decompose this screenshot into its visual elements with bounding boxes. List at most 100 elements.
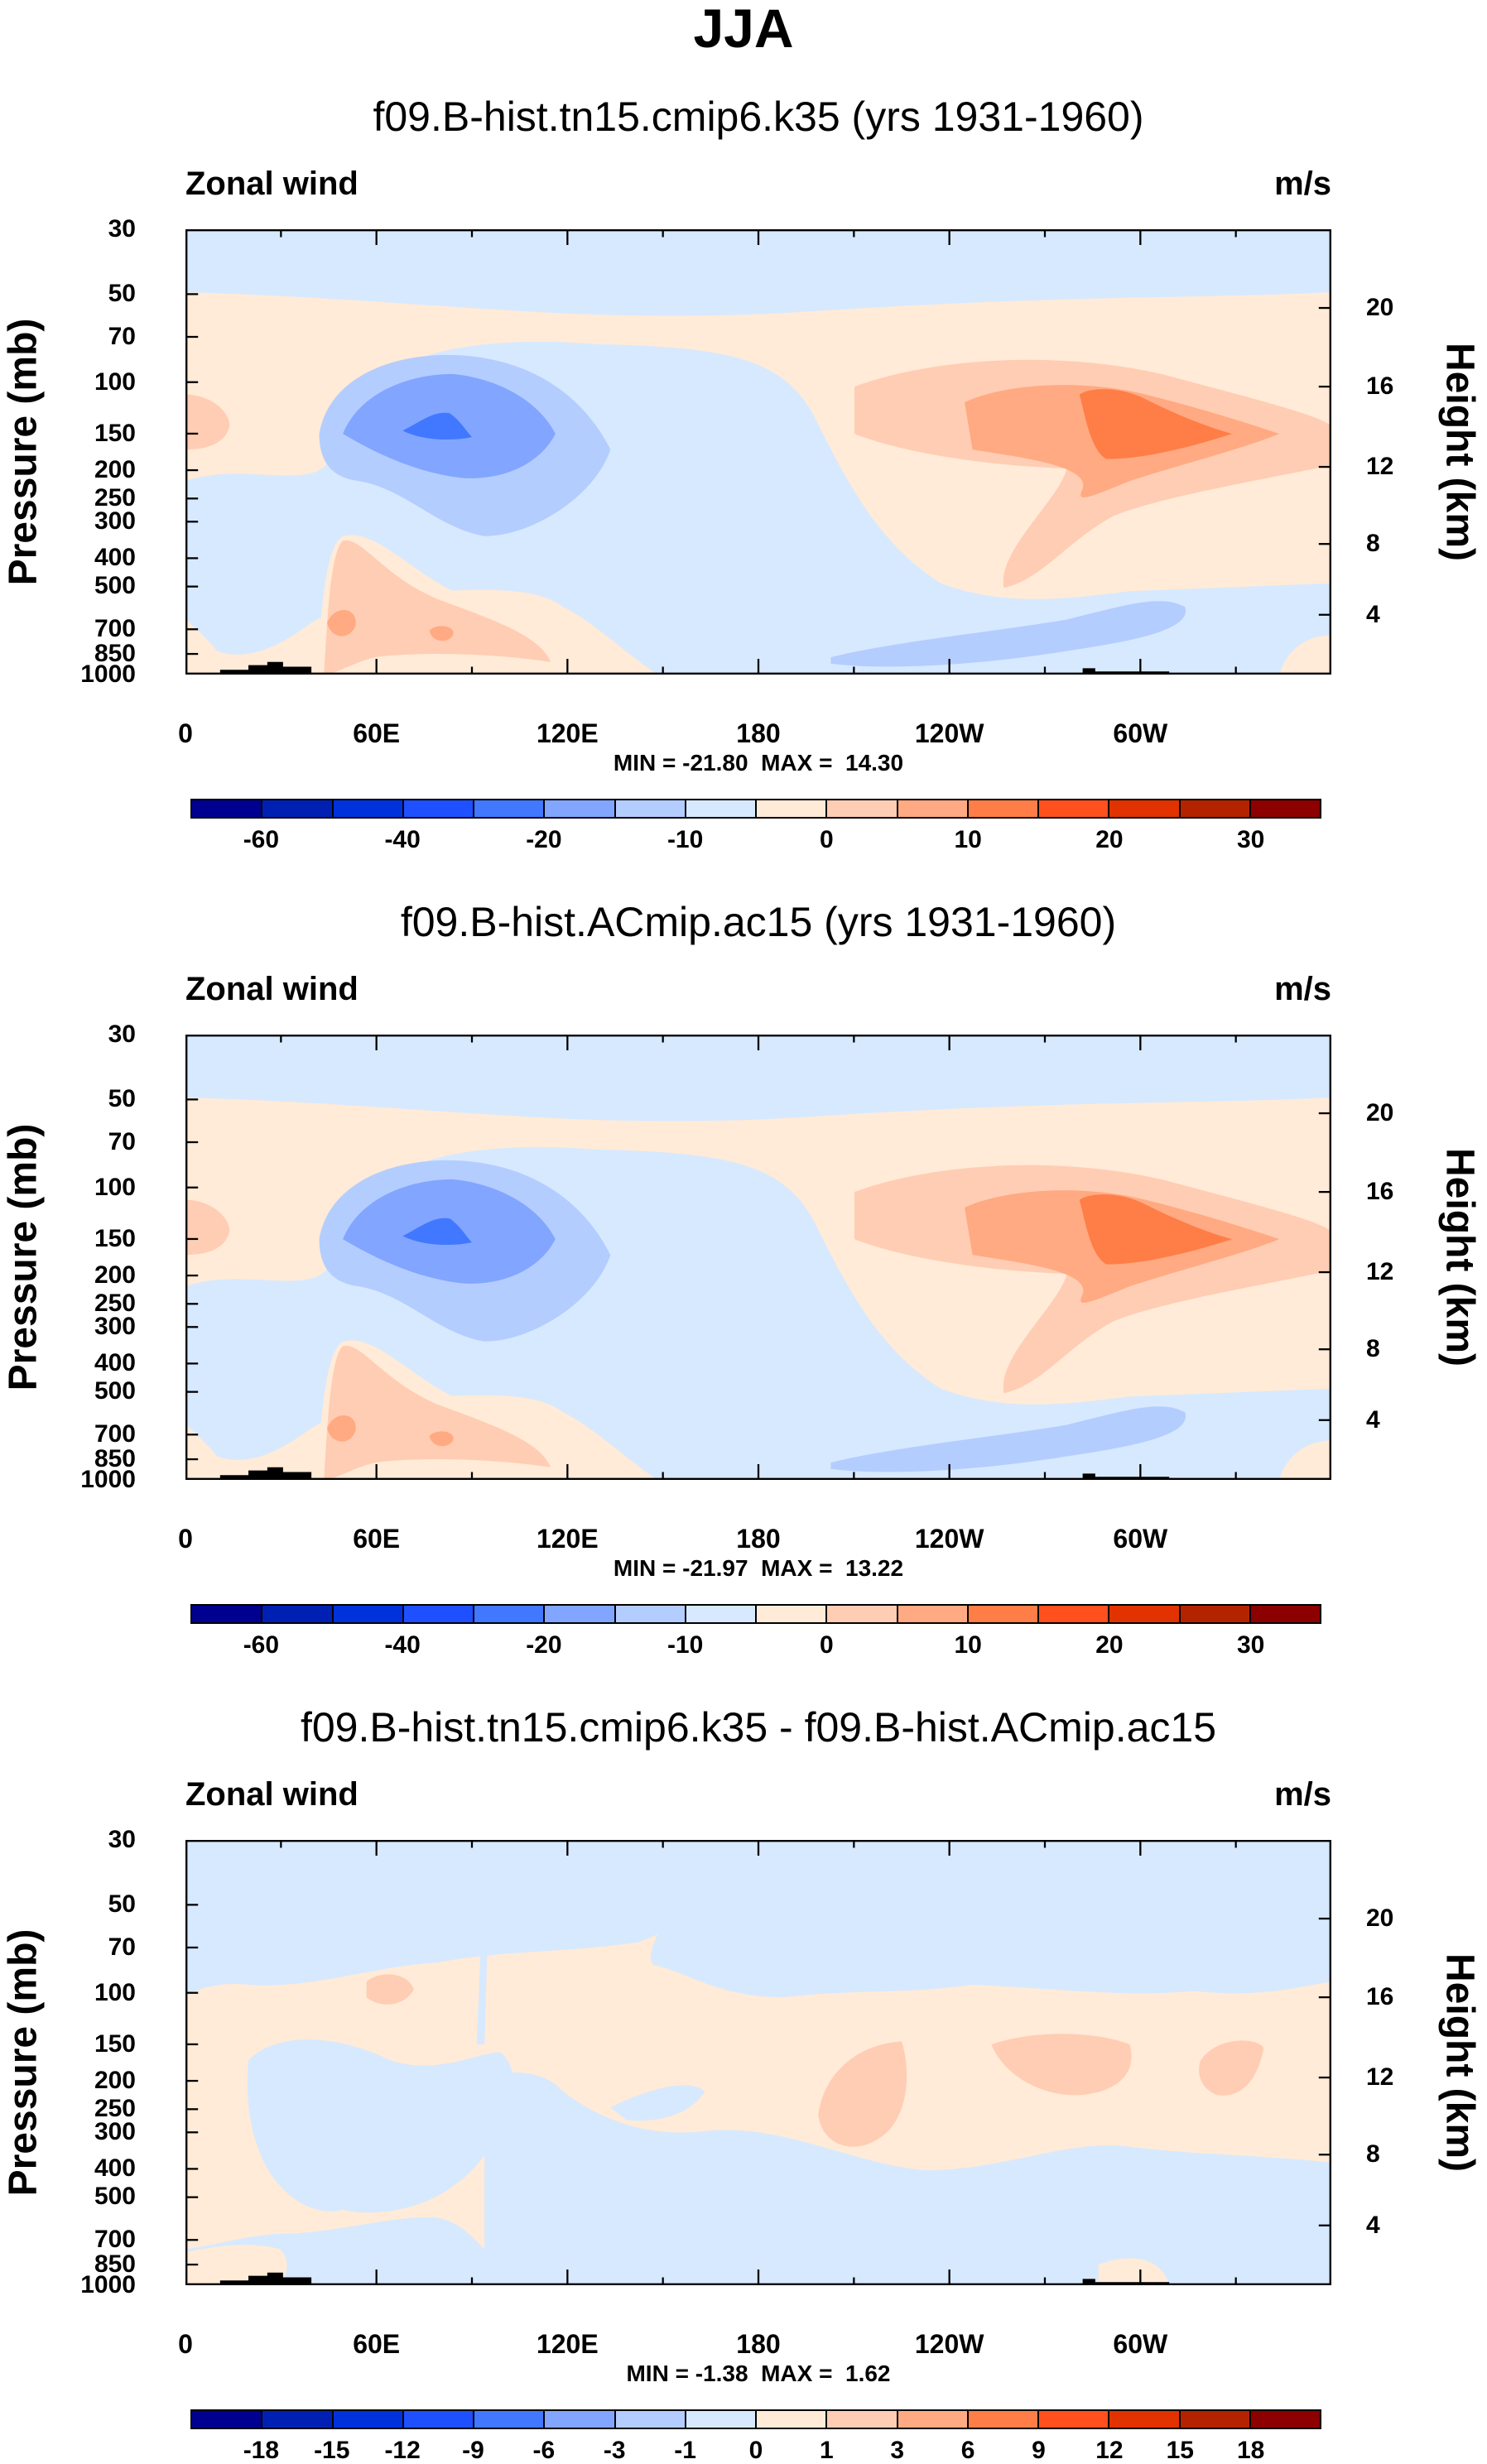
y-tick-label: 850: [94, 2250, 136, 2278]
colorbar-swatch: [615, 1606, 686, 1622]
colorbar-swatch: [1109, 800, 1181, 817]
height-tick-label: 12: [1366, 2063, 1394, 2091]
y-tick-label: 30: [108, 1021, 136, 1048]
contour-field: [185, 1035, 1331, 1480]
y-tick-label: 250: [94, 2095, 136, 2123]
colorbar-swatch: [1180, 800, 1251, 817]
x-tick-label: 60W: [1113, 718, 1168, 748]
chart-title: f09.B-hist.ACmip.ac15 (yrs 1931-1960): [400, 899, 1117, 945]
colorbar-swatch: [897, 2411, 969, 2428]
x-tick-label: 120E: [536, 718, 599, 748]
colorbar-swatch: [474, 1606, 546, 1622]
colorbar: [190, 2409, 1321, 2429]
height-tick-label: 20: [1366, 294, 1394, 321]
height-tick-label: 20: [1366, 1099, 1394, 1126]
main-title: JJA: [693, 0, 794, 59]
colorbar-label: 0: [820, 1631, 834, 1659]
height-tick-label: 8: [1366, 2140, 1380, 2168]
y-tick-label: 70: [108, 1933, 136, 1961]
colorbar-swatch: [192, 2411, 263, 2428]
y-tick-label: 300: [94, 2118, 136, 2146]
colorbar-label: -6: [532, 2437, 556, 2464]
colorbar-swatch: [968, 1606, 1039, 1622]
y-tick-label: 1000: [80, 2270, 136, 2298]
colorbar-label: 6: [960, 2437, 975, 2464]
colorbar-label: -20: [526, 826, 562, 853]
colorbar-swatch: [262, 800, 334, 817]
y-tick-label: 200: [94, 1261, 136, 1289]
colorbar-swatch: [333, 800, 404, 817]
colorbar-swatch: [1039, 1606, 1110, 1622]
colorbar-label: 1: [820, 2437, 834, 2464]
min-max-label: MIN = -1.38 MAX = 1.62: [626, 2361, 891, 2386]
y-tick-label: 700: [94, 1420, 136, 1448]
height-tick-label: 16: [1366, 1983, 1394, 2010]
y-tick-label: 100: [94, 1978, 136, 2006]
y-tick-label: 850: [94, 639, 136, 667]
colorbar-label: 12: [1095, 2437, 1124, 2464]
colorbar-swatch: [686, 1606, 757, 1622]
colorbar-label: -15: [314, 2437, 350, 2464]
height-tick-label: 12: [1366, 452, 1394, 480]
x-tick-label: 60E: [353, 2329, 401, 2359]
colorbar-swatch: [192, 800, 263, 817]
y-tick-label: 300: [94, 507, 136, 536]
colorbar-swatch: [827, 2411, 898, 2428]
filled-contours: [185, 1035, 1331, 1480]
variable-label: Zonal wind: [185, 971, 359, 1007]
colorbar-swatch: [1109, 2411, 1181, 2428]
min-max-label: MIN = -21.97 MAX = 13.22: [613, 1555, 904, 1581]
x-tick-label: 180: [736, 1524, 781, 1554]
y-tick-label: 250: [94, 484, 136, 512]
y2-axis-title: Height (km): [1437, 1953, 1482, 2172]
y-axis-title: Pressure (mb): [1, 318, 46, 586]
y-tick-label: 150: [94, 2029, 136, 2058]
colorbar-swatch: [827, 1606, 898, 1622]
x-tick-label: 180: [736, 718, 781, 748]
colorbar-swatch: [545, 1606, 616, 1622]
colorbar-swatch: [1109, 1606, 1181, 1622]
y-tick-label: 70: [108, 322, 136, 350]
colorbar-label: -18: [243, 2437, 280, 2464]
colorbar-swatch: [403, 800, 474, 817]
colorbar-swatch: [545, 800, 616, 817]
colorbar-swatch: [192, 1606, 263, 1622]
chart-panel-3: f09.B-hist.tn15.cmip6.k35 - f09.B-hist.A…: [0, 1611, 1487, 2463]
plot-area: [185, 1840, 1331, 2285]
x-tick-label: 60E: [353, 1524, 401, 1554]
colorbar-swatch: [1039, 800, 1110, 817]
y-tick-label: 50: [108, 1890, 136, 1919]
units-label: m/s: [1274, 971, 1331, 1007]
colorbar-label: 10: [954, 1631, 982, 1659]
colorbar-swatch: [615, 800, 686, 817]
chart-title: f09.B-hist.tn15.cmip6.k35 (yrs 1931-1960…: [373, 94, 1144, 140]
y-tick-label: 700: [94, 2226, 136, 2253]
y-tick-label: 50: [108, 1085, 136, 1113]
colorbar-swatch: [686, 800, 757, 817]
y-axis-title: Pressure (mb): [1, 1928, 46, 2197]
colorbar-label: -60: [243, 826, 280, 853]
colorbar-swatch: [757, 2411, 828, 2428]
height-tick-label: 12: [1366, 1257, 1394, 1285]
colorbar-swatch: [757, 800, 828, 817]
colorbar-swatch: [474, 800, 546, 817]
colorbar-label: 10: [954, 826, 982, 853]
height-tick-label: 8: [1366, 530, 1380, 557]
colorbar-swatch: [968, 2411, 1039, 2428]
y-tick-label: 500: [94, 2183, 136, 2211]
colorbar-label: -3: [603, 2437, 626, 2464]
colorbar-swatch: [757, 1606, 828, 1622]
colorbar-label: 18: [1236, 2437, 1265, 2464]
colorbar-label: 20: [1095, 1631, 1124, 1659]
y-tick-label: 700: [94, 615, 136, 642]
colorbar-swatch: [403, 2411, 474, 2428]
y-tick-label: 100: [94, 367, 136, 396]
y-tick-label: 500: [94, 572, 136, 600]
colorbar-label: 30: [1236, 1631, 1265, 1659]
filled-contours: [185, 1840, 1331, 2285]
x-tick-label: 120W: [914, 2329, 984, 2359]
y2-axis-title: Height (km): [1437, 343, 1482, 561]
height-tick-label: 8: [1366, 1335, 1380, 1362]
colorbar-swatch: [1250, 800, 1320, 817]
colorbar-label: -40: [384, 1631, 421, 1659]
